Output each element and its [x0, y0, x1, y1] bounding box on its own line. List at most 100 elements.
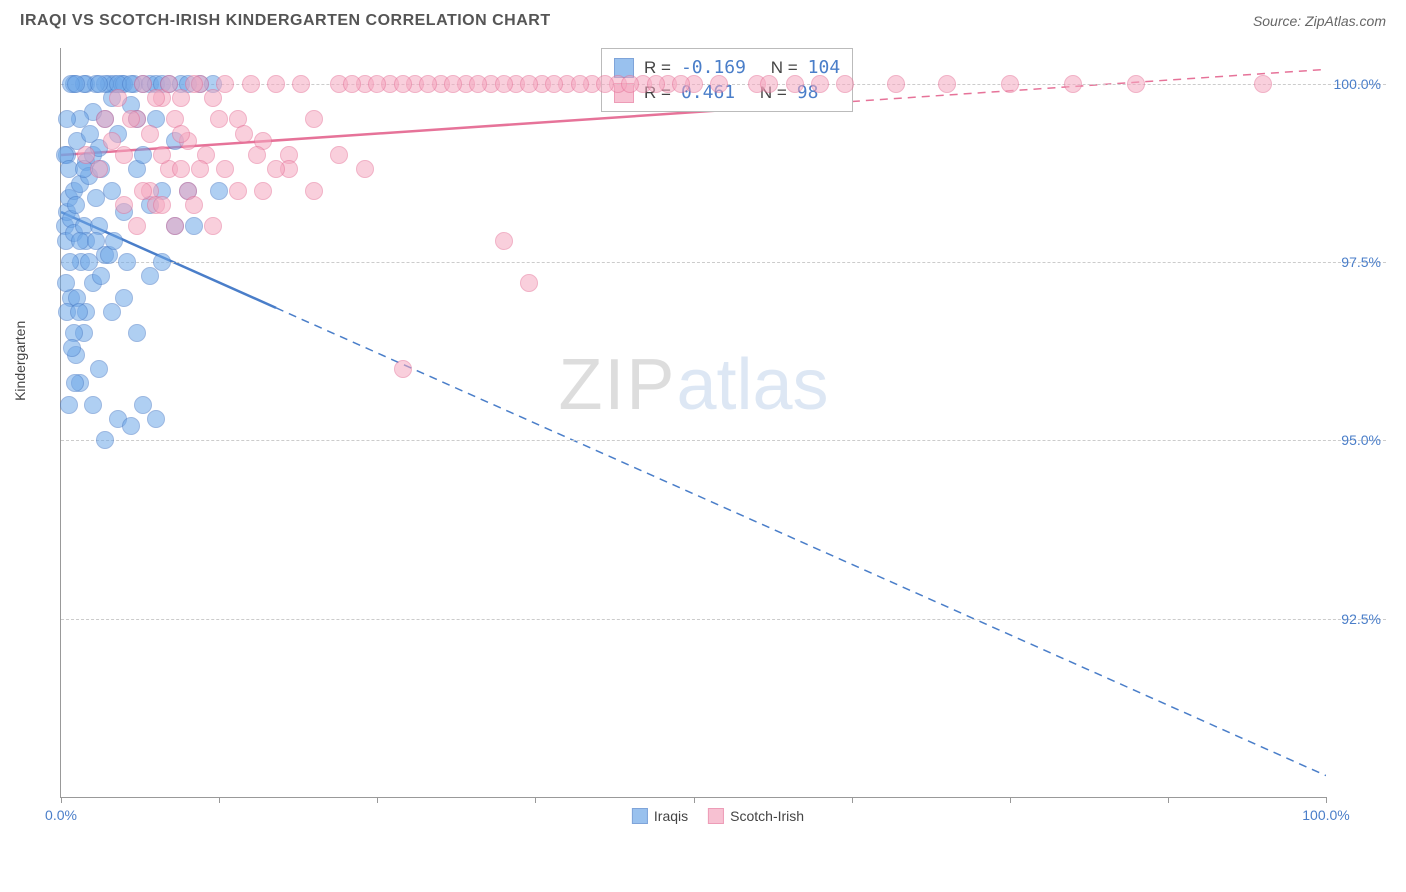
scatter-point [90, 75, 108, 93]
chart-header: IRAQI VS SCOTCH-IRISH KINDERGARTEN CORRE… [0, 0, 1406, 38]
scatter-point [172, 125, 190, 143]
gridline [61, 440, 1386, 441]
x-tick [852, 797, 853, 803]
scatter-point [520, 75, 538, 93]
scatter-point [90, 360, 108, 378]
scatter-point [172, 160, 190, 178]
scatter-point [495, 232, 513, 250]
y-tick-label: 92.5% [1341, 611, 1381, 627]
scatter-point [419, 75, 437, 93]
scatter-point [134, 182, 152, 200]
scatter-point [128, 217, 146, 235]
watermark-atlas: atlas [676, 345, 828, 425]
scatter-point [71, 232, 89, 250]
y-tick-label: 95.0% [1341, 432, 1381, 448]
scatter-point [81, 125, 99, 143]
scatter-point [394, 360, 412, 378]
gridline [61, 619, 1386, 620]
scatter-point [1127, 75, 1145, 93]
scatter-point [153, 253, 171, 271]
scatter-point [153, 196, 171, 214]
scatter-point [60, 396, 78, 414]
scatter-point [647, 75, 665, 93]
scatter-point [134, 146, 152, 164]
scatter-point [141, 125, 159, 143]
scatter-point [444, 75, 462, 93]
scatter-point [105, 232, 123, 250]
scatter-point [141, 267, 159, 285]
scatter-point [836, 75, 854, 93]
chart-container: Kindergarten ZIPatlas R = -0.169 N = 104… [50, 38, 1386, 828]
scatter-point [70, 303, 88, 321]
scatter-point [1064, 75, 1082, 93]
scatter-point [109, 89, 127, 107]
scatter-point [185, 196, 203, 214]
scatter-point [216, 75, 234, 93]
scatter-point [204, 89, 222, 107]
scatter-point [204, 217, 222, 235]
x-tick [535, 797, 536, 803]
scatter-point [394, 75, 412, 93]
scatter-point [191, 160, 209, 178]
scatter-point [58, 110, 76, 128]
scatter-point [92, 267, 110, 285]
scatter-point [66, 374, 84, 392]
scatter-point [330, 146, 348, 164]
x-tick-label: 100.0% [1302, 807, 1349, 823]
legend-label-scotch-irish: Scotch-Irish [730, 808, 804, 824]
scatter-point [305, 110, 323, 128]
x-tick [61, 797, 62, 803]
series-legend: Iraqis Scotch-Irish [632, 808, 804, 824]
scatter-point [596, 75, 614, 93]
scatter-point [545, 75, 563, 93]
scatter-point [115, 196, 133, 214]
scatter-point [1254, 75, 1272, 93]
x-tick [1010, 797, 1011, 803]
y-axis-label: Kindergarten [12, 321, 28, 401]
x-tick [1168, 797, 1169, 803]
scatter-point [267, 160, 285, 178]
scatter-point [938, 75, 956, 93]
scatter-point [520, 274, 538, 292]
scatter-point [166, 217, 184, 235]
y-tick-label: 97.5% [1341, 254, 1381, 270]
scatter-point [185, 75, 203, 93]
scatter-point [571, 75, 589, 93]
scatter-point [84, 396, 102, 414]
scatter-point [216, 160, 234, 178]
scatter-point [672, 75, 690, 93]
x-tick [219, 797, 220, 803]
scatter-point [67, 196, 85, 214]
scatter-point [118, 253, 136, 271]
scatter-point [292, 75, 310, 93]
scatter-point [115, 289, 133, 307]
x-tick [1326, 797, 1327, 803]
scatter-point [67, 75, 85, 93]
scatter-point [469, 75, 487, 93]
scatter-point [786, 75, 804, 93]
scatter-point [96, 431, 114, 449]
scatter-point [368, 75, 386, 93]
scatter-point [1001, 75, 1019, 93]
legend-label-iraqis: Iraqis [654, 808, 688, 824]
scatter-point [887, 75, 905, 93]
chart-title: IRAQI VS SCOTCH-IRISH KINDERGARTEN CORRE… [20, 12, 551, 30]
scatter-point [153, 146, 171, 164]
scatter-point [210, 182, 228, 200]
legend-item-iraqis: Iraqis [632, 808, 688, 824]
scatter-point [115, 146, 133, 164]
scatter-point [621, 75, 639, 93]
scatter-point [90, 160, 108, 178]
scatter-point [254, 182, 272, 200]
scatter-point [122, 110, 140, 128]
scatter-point [128, 324, 146, 342]
plot-area: ZIPatlas R = -0.169 N = 104 R = 0.461 N … [60, 48, 1326, 798]
y-tick-label: 100.0% [1334, 76, 1381, 92]
scatter-point [61, 253, 79, 271]
x-tick-label: 0.0% [45, 807, 77, 823]
scatter-point [710, 75, 728, 93]
trend-line-dashed [276, 308, 1326, 776]
scatter-point [103, 303, 121, 321]
trend-line-dashed [782, 69, 1326, 106]
scatter-point [760, 75, 778, 93]
